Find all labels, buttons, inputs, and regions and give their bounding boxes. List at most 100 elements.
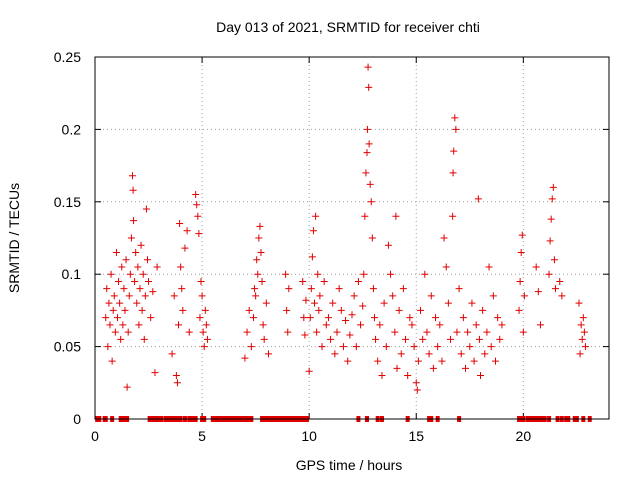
- data-point: [116, 299, 124, 307]
- data-point: [121, 306, 129, 314]
- data-point: [257, 248, 265, 256]
- data-point: [546, 237, 554, 245]
- data-point: [134, 263, 142, 271]
- data-point: [378, 372, 386, 380]
- data-point: [491, 357, 499, 365]
- data-point: [331, 350, 339, 358]
- y-tick-label: 0.05: [54, 339, 81, 355]
- x-tick-label: 0: [91, 428, 99, 444]
- data-point: [196, 314, 204, 322]
- data-point: [581, 343, 589, 351]
- data-point: [106, 321, 114, 329]
- data-point: [380, 299, 388, 307]
- data-point: [143, 256, 151, 264]
- data-point: [406, 314, 414, 322]
- data-point: [532, 263, 540, 271]
- data-point: [112, 248, 120, 256]
- data-point: [444, 299, 452, 307]
- data-point: [133, 299, 141, 307]
- data-point: [122, 256, 130, 264]
- data-point: [389, 292, 397, 300]
- data-point: [337, 306, 345, 314]
- data-point: [241, 354, 249, 362]
- data-point: [117, 335, 125, 343]
- data-point: [392, 212, 400, 220]
- y-tick-label: 0.2: [62, 121, 82, 137]
- data-point: [475, 335, 483, 343]
- data-point: [315, 306, 323, 314]
- data-point: [145, 277, 153, 285]
- data-point: [102, 314, 110, 322]
- data-point: [487, 343, 495, 351]
- data-point: [201, 306, 209, 314]
- data-point: [284, 328, 292, 336]
- data-point: [181, 244, 189, 252]
- data-point: [202, 321, 210, 329]
- data-point: [333, 328, 341, 336]
- data-point: [254, 270, 262, 278]
- y-tick-label: 0.15: [54, 194, 81, 210]
- data-point: [410, 343, 418, 351]
- data-point: [108, 357, 116, 365]
- data-point: [251, 285, 259, 293]
- data-point: [457, 350, 465, 358]
- data-point: [423, 328, 431, 336]
- data-point: [382, 343, 390, 351]
- data-point: [311, 299, 319, 307]
- data-point: [135, 321, 143, 329]
- data-point: [115, 277, 123, 285]
- data-point: [517, 248, 525, 256]
- data-point: [417, 306, 425, 314]
- data-point: [352, 343, 360, 351]
- data-point: [285, 285, 293, 293]
- data-point: [481, 350, 489, 358]
- tick-layer: [94, 56, 609, 420]
- data-point: [359, 302, 367, 310]
- data-point: [312, 212, 320, 220]
- data-point: [140, 335, 148, 343]
- data-point: [483, 328, 491, 336]
- data-point: [451, 114, 459, 122]
- data-point: [453, 328, 461, 336]
- data-point: [440, 234, 448, 242]
- data-point: [342, 317, 350, 325]
- x-tick-label: 10: [301, 428, 317, 444]
- data-point: [168, 350, 176, 358]
- data-point: [147, 314, 155, 322]
- data-point: [142, 205, 150, 213]
- data-point: [195, 230, 203, 238]
- data-point: [185, 328, 193, 336]
- data-point: [366, 180, 374, 188]
- data-point: [408, 321, 416, 329]
- data-point: [183, 227, 191, 235]
- data-point: [485, 263, 493, 271]
- data-point: [262, 299, 270, 307]
- data-point: [259, 321, 267, 329]
- data-point: [393, 364, 401, 372]
- data-point: [177, 263, 185, 271]
- data-point: [421, 270, 429, 278]
- data-point: [193, 201, 201, 209]
- data-point: [350, 292, 358, 300]
- data-point: [449, 212, 457, 220]
- data-point: [376, 321, 384, 329]
- data-point: [576, 350, 584, 358]
- data-layer: [102, 63, 589, 394]
- data-point: [550, 256, 558, 264]
- data-point: [253, 256, 261, 264]
- data-point: [412, 379, 420, 387]
- y-tick-labels: 0 0.05 0.1 0.15 0.2 0.25: [54, 49, 81, 427]
- data-point: [138, 306, 146, 314]
- y-axis-title: SRMTID / TECUs: [6, 183, 22, 293]
- data-point: [474, 195, 482, 203]
- data-point: [314, 270, 322, 278]
- data-point: [300, 314, 308, 322]
- data-point: [113, 314, 121, 322]
- data-point: [464, 328, 472, 336]
- data-point: [545, 270, 553, 278]
- data-point: [391, 328, 399, 336]
- data-point: [260, 335, 268, 343]
- data-point: [153, 263, 161, 271]
- data-point: [419, 335, 427, 343]
- data-point: [494, 314, 502, 322]
